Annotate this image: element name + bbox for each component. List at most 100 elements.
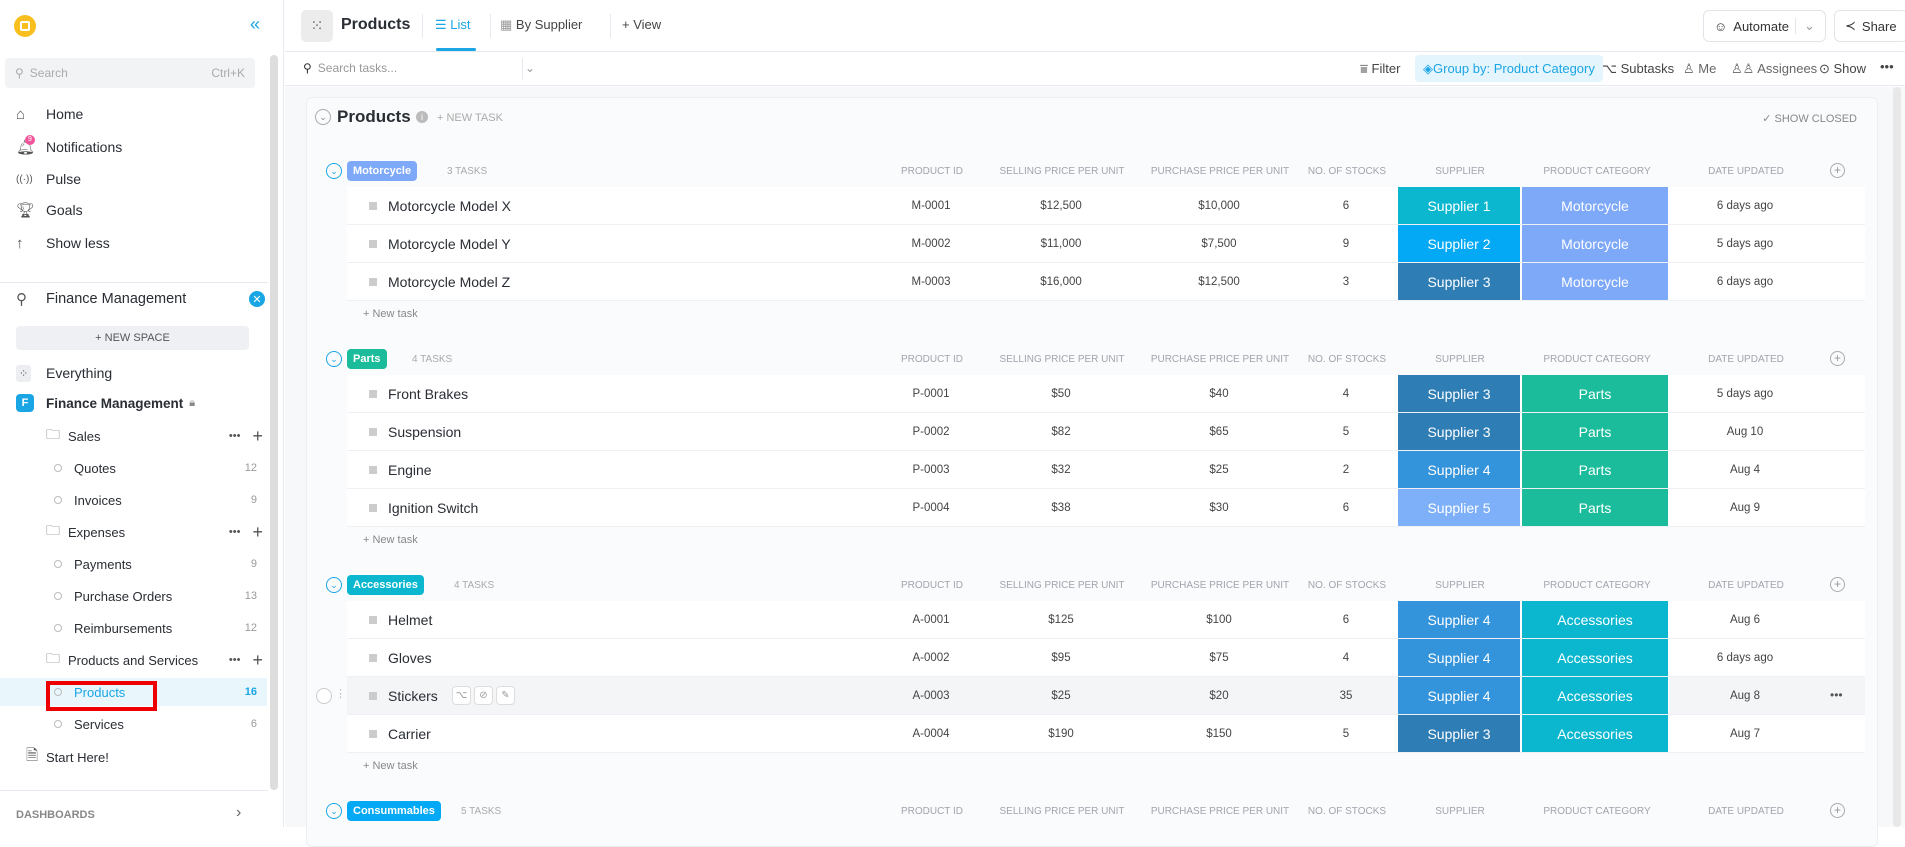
add-column-icon[interactable]: + (1830, 163, 1845, 178)
cell-buy[interactable]: $12,500 (1198, 276, 1240, 288)
column-header[interactable]: DATE UPDATED (1708, 806, 1784, 817)
column-header[interactable]: PRODUCT ID (900, 806, 964, 817)
cell-date-updated[interactable]: Aug 4 (1729, 464, 1761, 476)
category-cell[interactable]: Motorcycle (1522, 225, 1669, 262)
table-row[interactable]: Motorcycle Model Z M-0003 $16,000 $12,500 3 S… (347, 263, 1865, 301)
space-filter[interactable]: ⚲ Finance Management ✕ (16, 285, 271, 313)
column-header[interactable]: SELLING PRICE PER UNIT (999, 166, 1125, 177)
task-status-square[interactable] (369, 654, 377, 662)
cell-sell[interactable]: $190 (1048, 728, 1074, 740)
task-name[interactable]: Ignition Switch (388, 500, 479, 516)
column-header[interactable]: SUPPLIER (1435, 806, 1485, 817)
category-cell[interactable]: Parts (1522, 375, 1669, 412)
supplier-cell[interactable]: Supplier 4 (1398, 677, 1521, 714)
sidebar-item-goals[interactable]: 🏆︎ Goals (16, 202, 83, 219)
clear-filter-icon[interactable]: ✕ (249, 291, 265, 307)
dashboards-section[interactable]: DASHBOARDS (16, 809, 95, 821)
cell-id[interactable]: A-0002 (912, 652, 950, 664)
collapse-sidebar-icon[interactable]: « (250, 14, 261, 34)
task-name[interactable]: Helmet (388, 612, 433, 628)
collapse-group-icon[interactable]: ⌄ (326, 163, 342, 179)
sidebar-item-show-less[interactable]: ↑ Show less (16, 234, 110, 252)
category-cell[interactable]: Parts (1522, 489, 1669, 526)
cell-stock[interactable]: 9 (1342, 238, 1350, 250)
cell-stock[interactable]: 6 (1342, 614, 1350, 626)
task-name[interactable]: Front Brakes (388, 386, 469, 402)
task-name[interactable]: Motorcycle Model Z (388, 274, 511, 290)
sidebar-list-quotes[interactable]: Quotes 12 (0, 454, 267, 482)
edit-icon[interactable]: ✎ (496, 686, 515, 705)
task-name[interactable]: Carrier (388, 726, 431, 742)
cell-buy[interactable]: $100 (1206, 614, 1232, 626)
cell-sell[interactable]: $32 (1051, 464, 1071, 476)
add-task-button[interactable]: + New task (363, 308, 418, 320)
share-button[interactable]: ≺ Share (1834, 10, 1905, 42)
filter-button[interactable]: ⩸ Filter (1360, 61, 1401, 76)
cell-date-updated[interactable]: Aug 7 (1729, 728, 1761, 740)
select-task-checkbox[interactable] (316, 688, 332, 704)
add-icon[interactable]: + (252, 649, 263, 670)
task-status-square[interactable] (369, 390, 377, 398)
sidebar-item-notifications[interactable]: 🔔︎ 9 Notifications (16, 135, 123, 156)
cell-buy[interactable]: $40 (1209, 388, 1229, 400)
cell-id[interactable]: A-0001 (912, 614, 950, 626)
assignees-button[interactable]: ♙♙ Assignees (1731, 61, 1818, 76)
list-status-icon[interactable]: ⁙ (301, 10, 333, 42)
supplier-cell[interactable]: Supplier 2 (1398, 225, 1521, 262)
column-header[interactable]: PURCHASE PRICE PER UNIT (1150, 580, 1290, 591)
task-status-square[interactable] (369, 202, 377, 210)
cell-stock[interactable]: 4 (1342, 652, 1350, 664)
cell-stock[interactable]: 35 (1339, 690, 1353, 702)
column-header[interactable]: PURCHASE PRICE PER UNIT (1150, 354, 1290, 365)
cell-id[interactable]: P-0004 (912, 502, 950, 514)
chevron-right-icon[interactable]: › (236, 804, 242, 821)
column-header[interactable]: PRODUCT CATEGORY (1543, 806, 1651, 817)
supplier-cell[interactable]: Supplier 4 (1398, 601, 1521, 638)
cell-buy[interactable]: $75 (1209, 652, 1229, 664)
column-header[interactable]: SUPPLIER (1435, 166, 1485, 177)
new-task-button[interactable]: + NEW TASK (437, 112, 503, 124)
column-header[interactable]: PURCHASE PRICE PER UNIT (1150, 166, 1290, 177)
add-task-button[interactable]: + New task (363, 534, 418, 546)
cell-sell[interactable]: $50 (1051, 388, 1071, 400)
sidebar-list-reimbursements[interactable]: Reimbursements 12 (0, 614, 267, 642)
cell-date-updated[interactable]: 5 days ago (1716, 238, 1774, 250)
sidebar-item-everything[interactable]: ⁘ Everything (16, 359, 271, 387)
main-scrollbar[interactable] (1893, 87, 1901, 827)
cell-buy[interactable]: $65 (1209, 426, 1229, 438)
group-badge[interactable]: Motorcycle (347, 161, 418, 181)
automate-button[interactable]: ☺ Automate ⌄ (1703, 10, 1826, 42)
category-cell[interactable]: Accessories (1522, 677, 1669, 714)
cell-stock[interactable]: 3 (1342, 276, 1350, 288)
search-tasks-input[interactable]: ⚲ Search tasks... ⌄ (303, 61, 535, 75)
me-button[interactable]: ♙ Me (1683, 61, 1717, 76)
task-name[interactable]: Engine (388, 462, 432, 478)
show-closed-button[interactable]: ✓ SHOW CLOSED (1762, 113, 1857, 125)
table-row[interactable]: Ignition Switch P-0004 $38 $30 6 Supplier 5 Pa… (347, 489, 1865, 527)
cell-stock[interactable]: 6 (1342, 200, 1350, 212)
chevron-down-icon[interactable]: ⌄ (524, 61, 535, 75)
task-status-square[interactable] (369, 504, 377, 512)
subtask-icon[interactable]: ⌥ (452, 686, 471, 705)
supplier-cell[interactable]: Supplier 5 (1398, 489, 1521, 526)
more-options-icon[interactable]: ••• (1880, 59, 1894, 74)
sidebar-folder[interactable]: 🗀 Expenses ••• + (46, 518, 271, 546)
collapse-group-icon[interactable]: ⌄ (326, 803, 342, 819)
cell-date-updated[interactable]: 6 days ago (1716, 652, 1774, 664)
add-task-button[interactable]: + New task (363, 760, 418, 772)
task-status-square[interactable] (369, 240, 377, 248)
cell-stock[interactable]: 4 (1342, 388, 1350, 400)
cell-buy[interactable]: $20 (1209, 690, 1229, 702)
column-header[interactable]: NO. OF STOCKS (1307, 166, 1387, 177)
sidebar-list-services[interactable]: Services 6 (0, 710, 267, 738)
category-cell[interactable]: Parts (1522, 451, 1669, 488)
task-status-square[interactable] (369, 278, 377, 286)
sidebar-list-purchase-orders[interactable]: Purchase Orders 13 (0, 582, 267, 610)
category-cell[interactable]: Motorcycle (1522, 263, 1669, 300)
cell-buy[interactable]: $30 (1209, 502, 1229, 514)
column-header[interactable]: DATE UPDATED (1708, 166, 1784, 177)
group-badge[interactable]: Consummables (347, 801, 441, 821)
cell-sell[interactable]: $125 (1048, 614, 1074, 626)
cell-date-updated[interactable]: 5 days ago (1716, 388, 1774, 400)
cell-id[interactable]: M-0003 (911, 276, 951, 288)
